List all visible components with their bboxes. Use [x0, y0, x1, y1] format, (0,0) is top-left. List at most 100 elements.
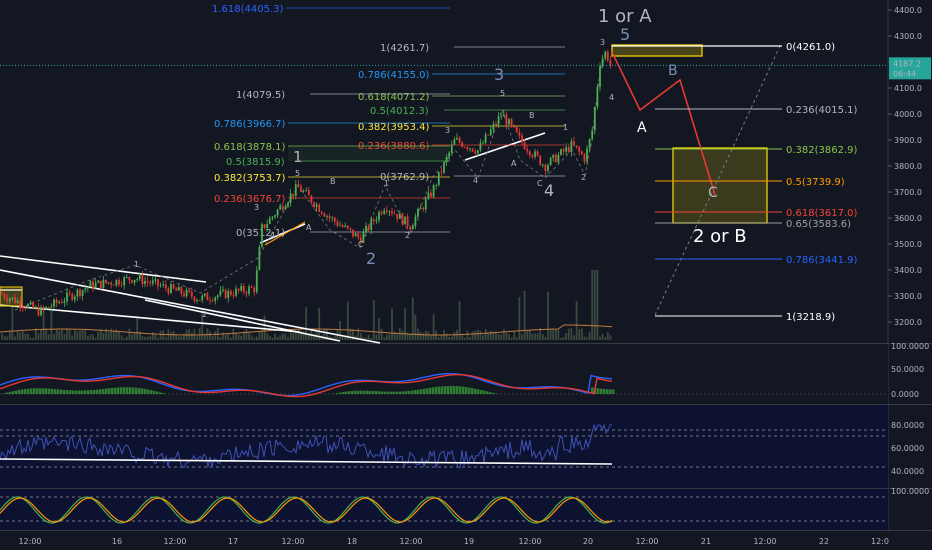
time-tick-label: 22	[819, 537, 829, 546]
osc2-pane[interactable]	[0, 405, 888, 488]
osc-hist-bar	[138, 388, 141, 394]
candle-body	[42, 307, 45, 309]
candle-body	[248, 286, 250, 294]
candle-body	[37, 306, 40, 316]
osc-hist-bar	[453, 385, 456, 394]
candle-body	[534, 151, 536, 157]
volume-bar	[172, 330, 175, 340]
fib-label: 0.382(3753.7)	[214, 173, 286, 184]
candle-body	[19, 300, 22, 308]
osc-hist-bar	[27, 388, 30, 394]
candle-body	[60, 302, 63, 304]
trendline	[464, 132, 546, 161]
volume-bar	[45, 328, 48, 340]
candle-body	[138, 275, 141, 280]
osc-hist-bar	[495, 393, 498, 394]
volume-bar	[94, 337, 97, 340]
candle-body	[409, 226, 412, 230]
volume-bar	[401, 330, 404, 340]
volume-bar	[58, 330, 61, 340]
candle-body	[102, 279, 105, 289]
osc3-pane[interactable]	[0, 489, 888, 530]
candle-body	[289, 193, 292, 203]
signal-line	[0, 373, 613, 398]
candle-body	[333, 217, 336, 222]
volume-bar	[388, 334, 391, 340]
price-tick-label: 3800.0	[894, 162, 922, 171]
candle-body	[383, 210, 386, 214]
candle-body	[276, 209, 279, 216]
volume-bar	[502, 329, 505, 340]
volume-bar	[604, 337, 607, 340]
volume-bar	[601, 333, 604, 340]
volume-bar	[271, 337, 274, 340]
candle-body	[406, 216, 409, 227]
candle-body	[323, 213, 326, 217]
osc-hist-bar	[393, 391, 396, 394]
volume-bar	[461, 334, 464, 340]
volume-bar	[81, 329, 84, 340]
candle-body	[349, 227, 352, 230]
trendline	[259, 223, 306, 244]
candle-body	[544, 164, 547, 171]
volume-bar	[144, 336, 146, 340]
price-tick-label: 4300.0	[894, 32, 922, 41]
candle-body	[604, 51, 607, 59]
volume-bar	[268, 335, 271, 340]
osc-hist-bar	[129, 387, 132, 394]
trendline	[0, 255, 207, 283]
osc-hist-bar	[405, 391, 408, 394]
volume-bar	[242, 331, 245, 340]
candle-body	[27, 304, 29, 309]
candle-body	[443, 162, 445, 173]
fib-label: 0.786(3441.9)	[786, 255, 858, 266]
candle-body	[300, 186, 302, 192]
candle-body	[110, 282, 113, 285]
time-tick-label: 12:00	[753, 537, 776, 546]
osc-tick-label: 100.0000	[891, 487, 929, 496]
osc-hist-bar	[486, 391, 489, 394]
time-tick-label: 12:00	[163, 537, 186, 546]
candle-body	[326, 215, 328, 217]
volume-bar	[510, 337, 513, 340]
volume-bar	[565, 332, 568, 340]
osc-hist-bar	[21, 389, 24, 394]
osc-hist-bar	[144, 388, 147, 394]
candle-body	[136, 279, 139, 280]
projection-line	[611, 51, 716, 196]
candle-body	[6, 298, 9, 302]
fib-label: 0.5(3815.9)	[226, 157, 285, 168]
volume-bar	[484, 329, 487, 340]
candle-body	[3, 294, 6, 299]
osc-hist-bar	[420, 389, 423, 394]
candle-body	[570, 141, 573, 152]
volume-bar	[466, 330, 469, 340]
candle-body	[227, 290, 230, 299]
candle-body	[240, 286, 243, 291]
volume-bar	[427, 331, 430, 340]
candle-body	[435, 185, 438, 186]
target-box-top	[611, 44, 703, 57]
osc-hist-bar	[159, 392, 162, 394]
candle-body	[99, 280, 102, 289]
time-tick-label: 18	[347, 537, 357, 546]
candle-body	[211, 300, 214, 302]
osc-hist-bar	[426, 388, 429, 394]
volume-bar	[107, 331, 110, 340]
volume-bar	[149, 336, 152, 340]
price-tick-label: 3600.0	[894, 214, 922, 223]
volume-bar	[29, 337, 32, 340]
candle-body	[536, 151, 539, 156]
osc-hist-bar	[480, 390, 483, 394]
price-tick-label: 3500.0	[894, 240, 922, 249]
candle-body	[11, 297, 14, 299]
fib-label: 0.236(3676.7)	[214, 194, 286, 205]
candle-body	[380, 212, 383, 214]
candle-body	[456, 137, 458, 140]
candle-body	[391, 211, 393, 214]
candle-body	[131, 280, 133, 283]
wave-label: 5	[620, 25, 630, 44]
candle-body	[430, 192, 432, 197]
price-axis[interactable]	[888, 0, 932, 550]
